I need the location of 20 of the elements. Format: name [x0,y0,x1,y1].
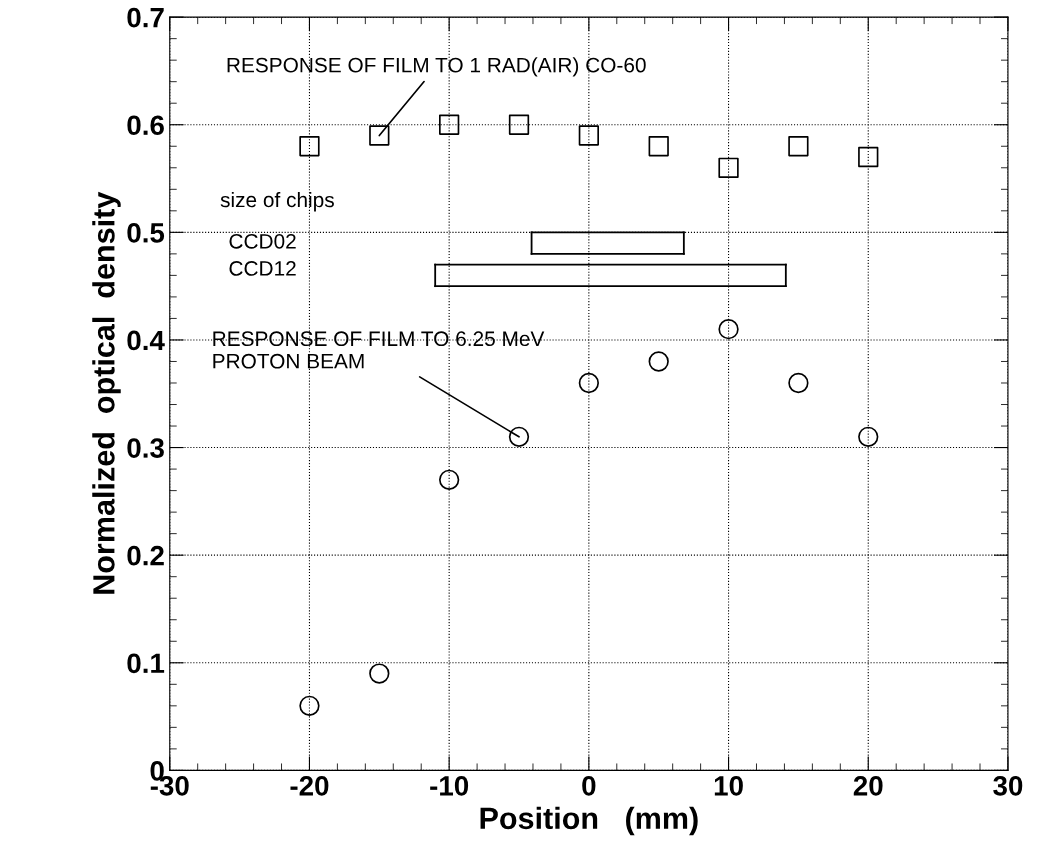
annotation: CCD02 [229,233,296,249]
x-tick-label: -20 [290,775,329,796]
x-tick-label: 20 [853,775,883,796]
annotation: RESPONSE OF FILM TO 1 RAD(AIR) CO-60 [227,57,646,77]
y-tick-label: 0.6 [127,115,164,136]
y-tick-label: 0.7 [127,7,164,28]
x-tick-label: 10 [714,775,743,796]
x-axis-title: Position (mm) [480,806,698,836]
annotation: RESPONSE OF FILM TO 6.25 MeV PROTON BEAM [213,331,545,369]
x-tick-label: 30 [993,775,1023,796]
y-axis-title: Normalized optical density [92,191,121,594]
x-tick-label: -10 [430,775,469,796]
y-tick-label: 0.3 [127,438,164,458]
annotation: CCD12 [229,261,296,276]
x-tick-label: 0 [582,775,596,796]
y-tick-label: 0.4 [127,330,165,351]
annotation: size of chips [220,191,334,212]
y-tick-label: 0.2 [127,545,164,566]
y-tick-label: 0.1 [127,653,165,674]
y-tick-label: 0.5 [127,223,165,243]
